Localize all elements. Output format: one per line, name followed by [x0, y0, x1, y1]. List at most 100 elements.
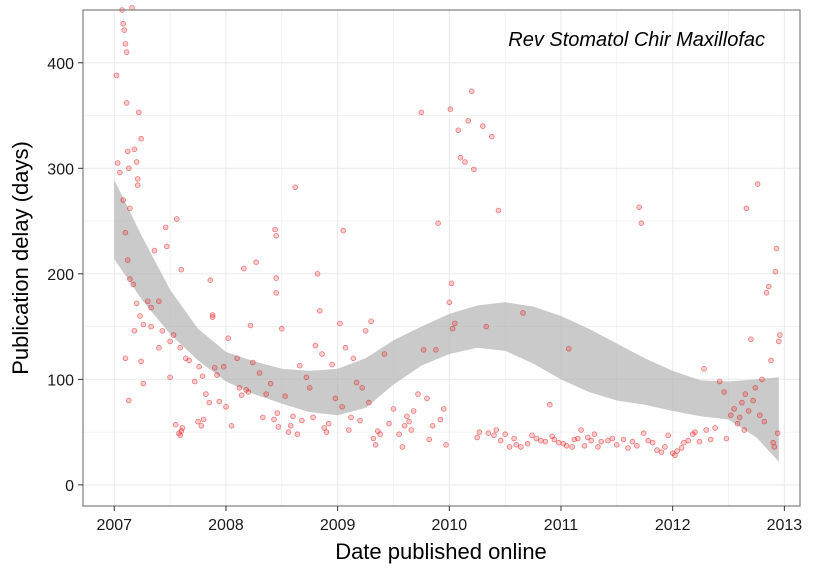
data-point	[133, 300, 140, 307]
data-point	[483, 323, 490, 330]
data-point	[736, 414, 743, 421]
data-point	[148, 304, 154, 311]
data-point	[759, 376, 765, 383]
data-point	[662, 444, 668, 450]
data-point	[495, 207, 502, 214]
data-point	[563, 442, 570, 449]
data-point	[134, 176, 141, 182]
data-point	[303, 374, 310, 381]
data-point	[399, 444, 406, 450]
data-point	[357, 417, 363, 424]
data-point	[636, 204, 642, 211]
y-tick-label: 200	[47, 267, 74, 284]
data-point	[238, 392, 245, 399]
annotation-text: Rev Stomatol Chir Maxillofac	[508, 29, 765, 51]
data-point	[133, 159, 140, 165]
data-point	[337, 320, 343, 327]
data-point	[127, 205, 133, 212]
data-point	[140, 321, 147, 328]
data-point	[474, 434, 481, 441]
data-point	[771, 444, 778, 450]
data-point	[584, 434, 591, 441]
data-point	[186, 357, 192, 364]
data-point	[613, 441, 620, 448]
data-point	[538, 437, 544, 444]
data-point	[524, 440, 531, 447]
data-point	[435, 220, 441, 227]
data-point	[296, 362, 303, 369]
data-point	[595, 444, 601, 450]
data-point	[433, 346, 439, 353]
data-point	[377, 431, 383, 438]
smooth-confidence-band	[114, 179, 779, 462]
data-point	[775, 338, 782, 345]
data-point	[678, 445, 685, 451]
data-point	[120, 197, 126, 203]
data-point	[267, 380, 274, 387]
data-point	[716, 378, 723, 385]
data-point	[282, 393, 288, 400]
data-point	[138, 358, 144, 365]
x-tick-label: 2009	[320, 517, 356, 534]
data-point	[658, 449, 665, 456]
data-point	[167, 374, 173, 381]
data-point	[145, 298, 151, 305]
data-point	[245, 389, 252, 395]
data-point	[721, 389, 727, 395]
data-point	[609, 435, 616, 442]
data-point	[415, 391, 421, 397]
data-point	[200, 416, 207, 423]
data-point	[645, 437, 651, 444]
data-point	[734, 420, 741, 427]
data-point	[214, 372, 220, 378]
data-point	[362, 327, 369, 334]
data-point	[485, 430, 492, 437]
y-axis-ticks: 0 100 200 300 400	[47, 56, 83, 495]
data-point	[418, 109, 425, 116]
data-point	[350, 355, 357, 362]
data-point	[370, 435, 377, 442]
data-point	[342, 344, 349, 351]
data-point	[696, 438, 703, 445]
data-point	[692, 429, 698, 435]
data-point	[136, 109, 142, 116]
data-point	[520, 310, 526, 316]
data-point	[372, 441, 379, 448]
data-point	[761, 418, 768, 425]
data-point	[381, 351, 388, 357]
data-point	[174, 216, 180, 222]
data-point	[114, 160, 121, 166]
data-point	[134, 182, 141, 189]
data-point	[598, 438, 604, 445]
data-point	[665, 432, 671, 439]
data-point	[124, 257, 131, 263]
data-point	[212, 364, 218, 371]
x-axis-ticks: 2007 2008 2009 2010 2011 2012 2013	[96, 506, 802, 534]
data-point	[574, 435, 581, 442]
data-point	[429, 422, 436, 429]
data-point	[321, 425, 328, 431]
x-tick-label: 2008	[208, 517, 244, 534]
data-point	[672, 452, 678, 459]
data-point	[316, 307, 323, 314]
y-tick-label: 0	[65, 478, 74, 495]
data-point	[178, 266, 185, 273]
data-point	[287, 422, 294, 429]
data-point	[742, 391, 749, 397]
data-point	[323, 429, 330, 435]
data-point	[122, 355, 129, 362]
data-point	[727, 412, 734, 419]
data-point	[191, 378, 198, 385]
data-point	[195, 418, 201, 425]
data-point	[703, 427, 709, 433]
data-point	[278, 325, 285, 332]
data-point	[325, 420, 332, 427]
data-point	[462, 159, 468, 165]
data-point	[162, 224, 169, 231]
data-point	[329, 361, 335, 368]
data-point	[256, 370, 263, 376]
data-point	[406, 418, 412, 425]
data-point	[216, 398, 223, 405]
x-tick-label: 2007	[96, 517, 132, 534]
data-point	[529, 432, 535, 439]
